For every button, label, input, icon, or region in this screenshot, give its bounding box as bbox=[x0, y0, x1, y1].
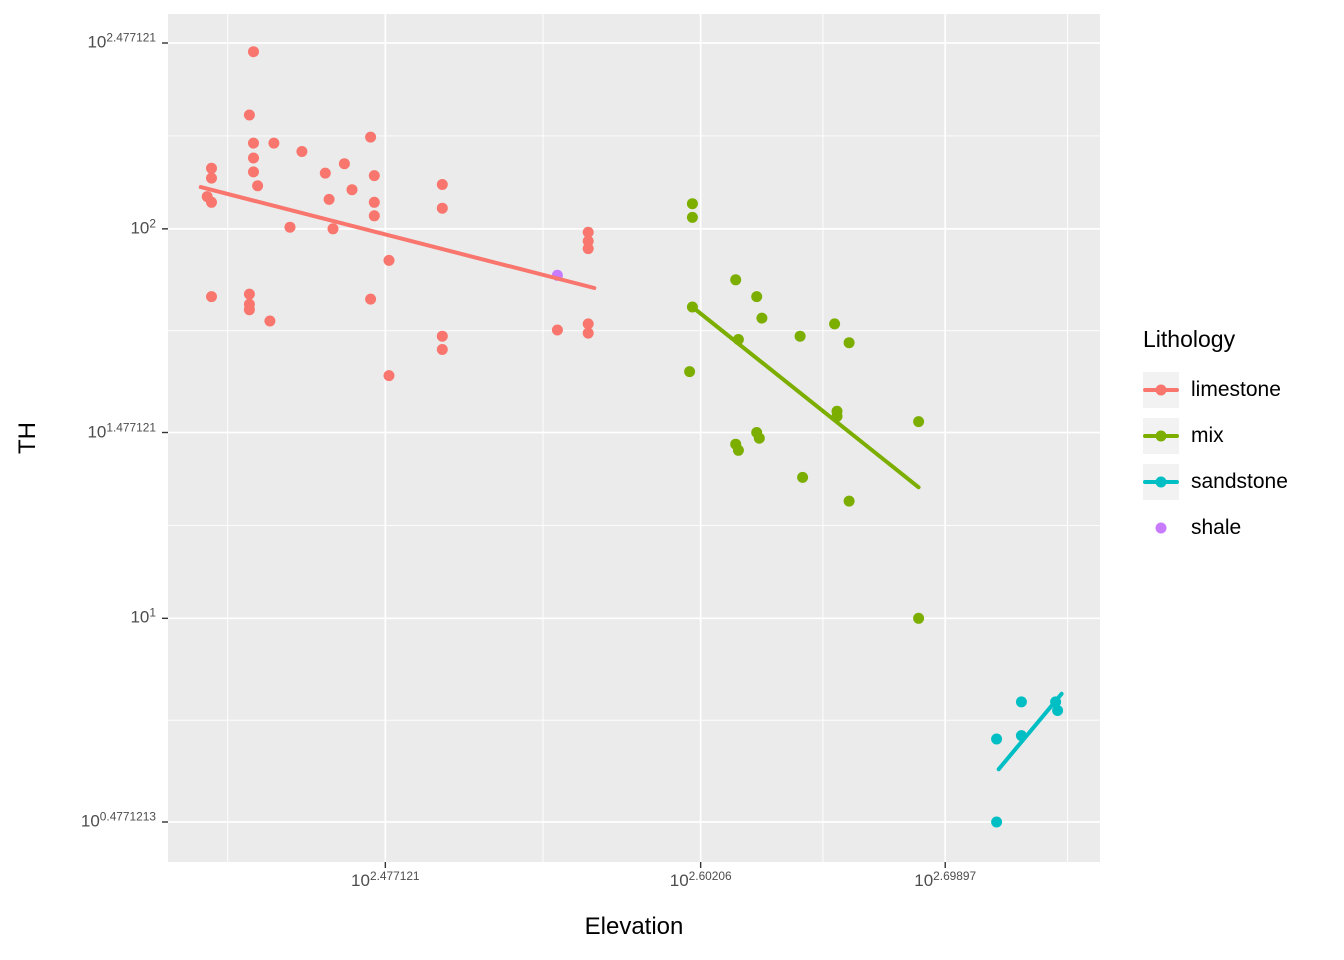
point-limestone bbox=[365, 293, 377, 305]
point-mix bbox=[843, 337, 855, 349]
point-limestone bbox=[248, 46, 259, 58]
point-mix bbox=[686, 198, 698, 210]
y-tick-label: 100.4771213 bbox=[80, 809, 156, 831]
point-limestone bbox=[368, 170, 380, 182]
point-limestone bbox=[206, 291, 217, 303]
point-limestone bbox=[243, 109, 255, 121]
point-limestone bbox=[368, 210, 380, 222]
x-tick-label: 102.60206 bbox=[669, 869, 732, 890]
point-mix bbox=[753, 432, 765, 444]
point-mix bbox=[913, 612, 925, 624]
point-sandstone bbox=[1052, 705, 1064, 716]
point-swatch bbox=[1155, 430, 1167, 442]
y-axis-title: TH bbox=[14, 422, 41, 454]
x-axis-title: Elevation bbox=[584, 913, 684, 940]
point-limestone bbox=[368, 196, 380, 208]
legend-entry-mix: mix bbox=[1143, 413, 1288, 459]
point-limestone bbox=[243, 304, 255, 316]
point-limestone bbox=[248, 137, 259, 149]
point-limestone bbox=[383, 370, 395, 382]
point-mix bbox=[751, 291, 763, 303]
point-limestone bbox=[582, 243, 594, 255]
point-limestone bbox=[248, 152, 259, 164]
legend-label: shale bbox=[1191, 516, 1242, 539]
legend-entry-sandstone: sandstone bbox=[1143, 459, 1288, 505]
point-limestone bbox=[252, 180, 264, 192]
point-limestone bbox=[206, 196, 217, 208]
point-mix bbox=[686, 211, 698, 223]
y-tick-label: 102 bbox=[130, 216, 156, 238]
point-limestone bbox=[284, 221, 296, 233]
point-mix bbox=[913, 416, 925, 428]
legend-label: sandstone bbox=[1191, 470, 1288, 493]
point-mix bbox=[732, 444, 744, 456]
point-limestone bbox=[296, 146, 308, 157]
legend-entry-shale: shale bbox=[1143, 505, 1288, 551]
point-mix bbox=[684, 366, 696, 378]
point-swatch bbox=[1155, 384, 1167, 396]
x-tick-label: 102.69897 bbox=[914, 869, 977, 890]
point-limestone bbox=[323, 193, 335, 205]
point-mix bbox=[843, 495, 855, 507]
point-limestone bbox=[436, 202, 448, 214]
point-limestone bbox=[327, 223, 339, 235]
y-axis-tick-labels: 102.477121 102 101.477121 101 100.4771213 bbox=[0, 0, 160, 960]
legend-key-mix-icon bbox=[1143, 418, 1179, 454]
point-sandstone bbox=[1015, 696, 1027, 708]
x-tick-label: 102.477121 bbox=[351, 869, 420, 890]
legend: Lithology limestone mix sandstone bbox=[1143, 326, 1288, 551]
point-mix bbox=[756, 312, 768, 324]
legend-key-shale-icon bbox=[1143, 510, 1179, 546]
point-limestone bbox=[436, 330, 448, 342]
legend-label: mix bbox=[1191, 424, 1224, 447]
legend-title: Lithology bbox=[1143, 326, 1236, 352]
y-tick-label: 101 bbox=[130, 605, 156, 627]
y-tick-label: 102.477121 bbox=[87, 30, 156, 52]
point-limestone bbox=[582, 226, 594, 238]
legend-key-limestone-icon bbox=[1143, 372, 1179, 408]
legend-entry-limestone: limestone bbox=[1143, 367, 1288, 413]
point-limestone bbox=[206, 162, 217, 174]
point-swatch bbox=[1155, 522, 1167, 534]
point-limestone bbox=[551, 324, 563, 336]
legend-label: limestone bbox=[1191, 378, 1281, 401]
point-limestone bbox=[582, 318, 594, 330]
point-sandstone bbox=[991, 816, 1003, 828]
point-limestone bbox=[248, 166, 259, 178]
point-limestone bbox=[206, 172, 217, 184]
point-swatch bbox=[1155, 476, 1167, 488]
point-limestone bbox=[338, 158, 350, 170]
trend-line-mix bbox=[690, 305, 921, 490]
point-limestone bbox=[436, 344, 448, 355]
y-tick-label: 101.477121 bbox=[87, 420, 156, 441]
point-limestone bbox=[346, 184, 358, 196]
point-mix bbox=[794, 330, 806, 342]
point-limestone bbox=[383, 254, 395, 266]
point-limestone bbox=[436, 179, 448, 190]
point-limestone bbox=[365, 131, 377, 143]
point-limestone bbox=[268, 137, 280, 149]
trend-line-limestone bbox=[198, 185, 597, 290]
point-limestone bbox=[319, 167, 331, 179]
point-limestone bbox=[582, 327, 594, 339]
point-mix bbox=[730, 274, 742, 286]
point-mix bbox=[829, 318, 841, 330]
trend-line-sandstone bbox=[996, 691, 1064, 772]
point-mix bbox=[797, 471, 809, 483]
point-limestone bbox=[264, 315, 276, 327]
legend-key-sandstone-icon bbox=[1143, 464, 1179, 500]
point-limestone bbox=[243, 288, 255, 300]
point-sandstone bbox=[991, 733, 1003, 745]
